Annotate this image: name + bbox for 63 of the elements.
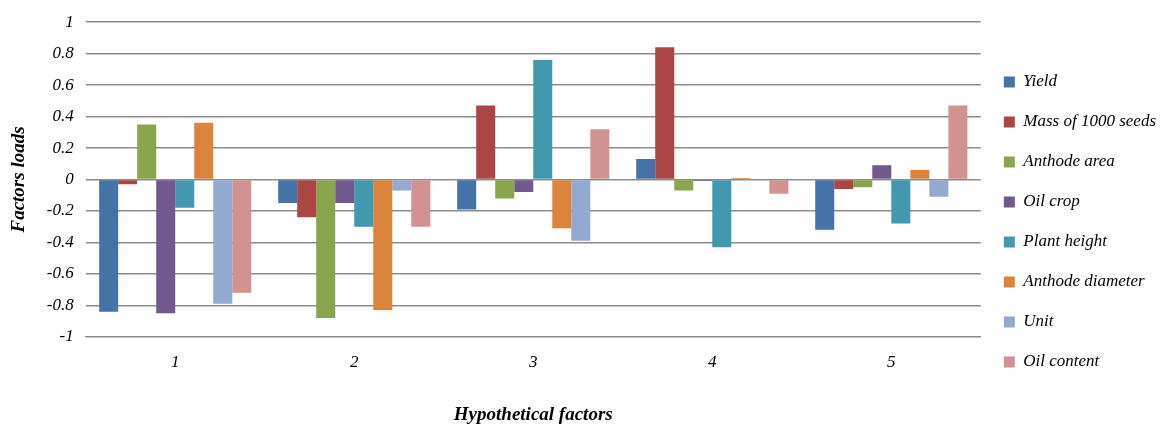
- y-tick-label: -1: [59, 326, 74, 346]
- x-tick-label: 1: [170, 352, 180, 372]
- y-axis-title: Factors loads: [7, 126, 29, 234]
- x-tick-label: 3: [528, 352, 538, 372]
- x-tick-label: 4: [708, 352, 718, 372]
- y-tick-label: 0: [65, 168, 75, 188]
- bar: [411, 180, 431, 227]
- bar: [655, 47, 675, 179]
- y-tick-label: -0.2: [46, 200, 75, 220]
- legend-label: Anthode area: [1022, 151, 1115, 171]
- y-tick-label: 0.8: [52, 43, 75, 63]
- bar: [297, 180, 317, 218]
- x-axis-title: Hypothetical factors: [452, 402, 613, 424]
- bar: [213, 180, 233, 304]
- y-tick-label: 0.2: [52, 137, 75, 157]
- bar: [834, 180, 854, 189]
- bar: [769, 180, 789, 194]
- bar: [910, 170, 930, 179]
- legend-label: Plant height: [1022, 231, 1109, 251]
- bar: [533, 59, 553, 179]
- bar: [636, 159, 656, 179]
- bar: [392, 180, 412, 191]
- bar: [891, 180, 911, 224]
- bar: [232, 180, 252, 293]
- bar: [457, 180, 477, 210]
- legend-label: Anthode diameter: [1022, 271, 1146, 291]
- legend-label: Mass of 1000 seeds: [1022, 111, 1157, 131]
- bar: [514, 180, 534, 193]
- x-tick-label: 2: [349, 352, 359, 372]
- bar: [137, 124, 157, 179]
- legend-label: Oil content: [1023, 351, 1101, 371]
- bar: [194, 122, 214, 179]
- y-tick-label: 0.4: [52, 106, 75, 126]
- bar: [118, 180, 138, 185]
- y-tick-label: -0.8: [46, 294, 75, 314]
- bar: [99, 180, 119, 312]
- x-tick-label: 5: [887, 352, 896, 372]
- bar: [674, 180, 694, 191]
- legend-label: Unit: [1023, 311, 1055, 331]
- bar: [373, 180, 393, 311]
- legend-label: Yield: [1023, 71, 1058, 91]
- bar: [316, 180, 336, 318]
- bar: [476, 105, 496, 179]
- bar: [929, 180, 949, 197]
- bar: [156, 180, 176, 314]
- y-tick-label: 1: [65, 11, 74, 31]
- y-tick-label: -0.6: [46, 263, 75, 283]
- bar: [590, 129, 610, 179]
- bar: [552, 180, 572, 229]
- bar: [853, 180, 873, 188]
- bar: [354, 180, 374, 227]
- bar: [571, 180, 591, 241]
- y-tick-label: -0.4: [46, 231, 75, 251]
- bar: [278, 180, 298, 204]
- legend-label: Oil crop: [1023, 191, 1080, 211]
- bar: [712, 180, 732, 248]
- bar: [495, 180, 515, 199]
- bar: [815, 180, 835, 230]
- bar: [335, 180, 355, 204]
- bar: [872, 165, 892, 179]
- bar: [175, 180, 195, 208]
- bar: [948, 105, 968, 179]
- y-tick-label: 0.6: [52, 74, 75, 94]
